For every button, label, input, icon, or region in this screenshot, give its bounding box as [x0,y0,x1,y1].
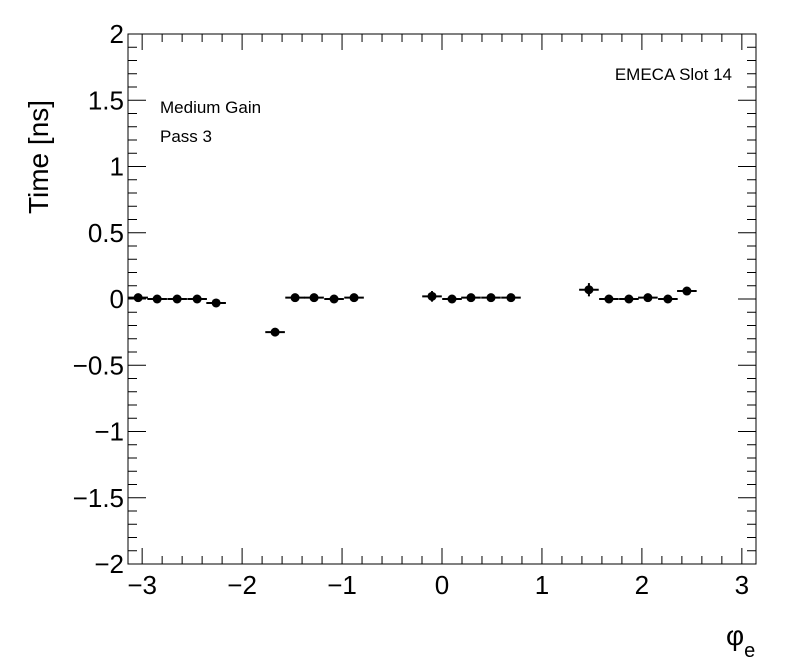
data-point [638,293,658,303]
data-marker [309,293,319,303]
y-tick-label: 0 [110,284,124,314]
y-tick-label: −1.5 [73,483,124,513]
x-axis-title-main: φ [726,620,744,651]
data-point [206,298,226,308]
data-point [658,294,678,304]
x-tick-label: −1 [327,570,357,600]
x-tick-label: 3 [735,570,749,600]
y-tick-label: −2 [94,549,124,579]
y-tick-label: −0.5 [73,350,124,380]
data-marker [584,285,594,295]
data-marker [152,294,162,304]
data-marker [349,293,359,303]
x-tick-label: −2 [227,570,257,600]
gain-label: Medium Gain [160,98,261,117]
data-point [167,294,187,304]
data-marker [682,286,692,296]
data-marker [506,293,516,303]
data-point [147,294,167,304]
data-marker [604,294,614,304]
data-point [265,327,285,337]
x-axis-title: φe [726,620,755,662]
data-marker [427,291,437,301]
data-marker [270,327,280,337]
data-point [422,291,442,302]
data-marker [211,298,221,308]
y-tick-label: 2 [110,19,124,49]
x-tick-label: 1 [535,570,549,600]
data-marker [466,293,476,303]
y-tick-label: 1.5 [88,85,124,115]
x-axis-title-subscript: e [744,640,755,662]
data-marker [329,294,339,304]
y-tick-label: 1 [110,152,124,182]
data-point [579,283,599,297]
data-marker [643,293,653,303]
data-point [344,293,364,303]
x-tick-label: −3 [127,570,157,600]
data-point [442,294,462,304]
data-point [128,293,148,303]
data-marker [624,294,634,304]
data-marker [172,294,182,304]
data-marker [133,293,143,303]
y-tick-labels: −2 −1.5 −1 −0.5 0 0.5 1 1.5 2 [73,19,124,579]
slot-label: EMECA Slot 14 [615,65,732,84]
data-marker [192,294,202,304]
data-point [324,294,344,304]
data-points [128,283,697,337]
y-axis-title: Time [ns] [23,100,54,214]
data-point [481,293,501,303]
data-point [501,293,521,303]
data-point [599,294,619,304]
pass-label: Pass 3 [160,127,212,146]
data-marker [290,293,300,303]
data-point [677,286,697,296]
data-point [619,294,639,304]
x-tick-label: 0 [435,570,449,600]
x-tick-labels: −3 −2 −1 0 1 2 3 [127,570,749,600]
data-point [285,293,305,303]
x-tick-label: 2 [635,570,649,600]
y-tick-label: −1 [94,417,124,447]
data-marker [486,293,496,303]
data-marker [447,294,457,304]
data-point [187,294,207,304]
data-point [304,293,324,303]
data-point [461,293,481,303]
y-tick-label: 0.5 [88,218,124,248]
axis-ticks [128,33,756,565]
data-marker [663,294,673,304]
